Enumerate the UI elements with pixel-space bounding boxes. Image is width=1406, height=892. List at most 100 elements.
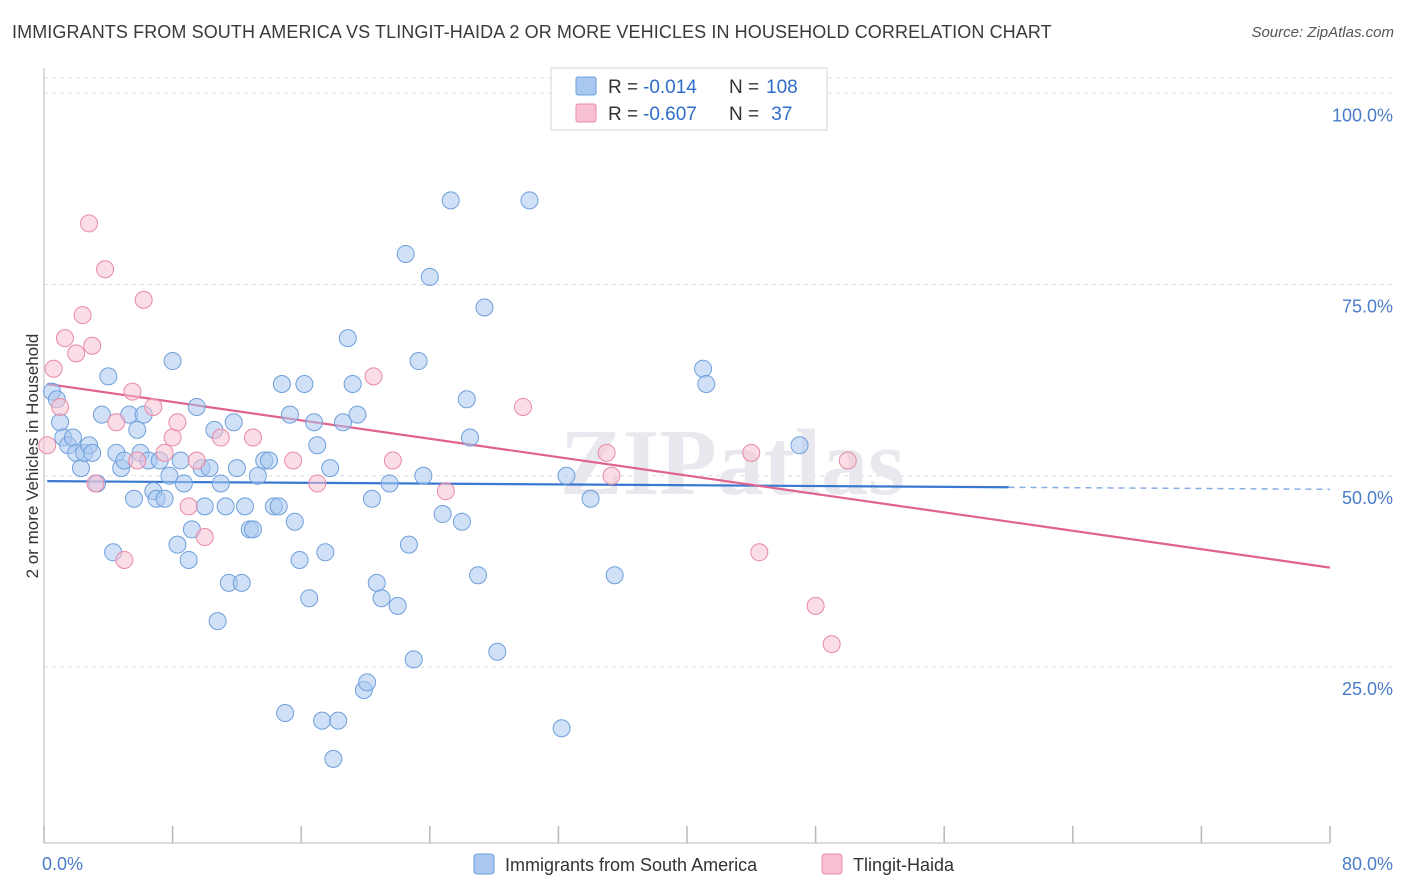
- point-tlingit-haida: [115, 550, 134, 569]
- data-points: [38, 191, 857, 768]
- trend-line-south-america: [47, 480, 1009, 489]
- point-south-america: [362, 489, 381, 508]
- point-tlingit-haida: [308, 474, 327, 493]
- point-south-america: [305, 413, 324, 432]
- point-south-america: [433, 505, 452, 524]
- point-tlingit-haida: [163, 428, 182, 447]
- point-tlingit-haida: [195, 528, 214, 546]
- point-south-america: [333, 413, 352, 432]
- point-south-america: [388, 596, 407, 615]
- point-south-america: [208, 612, 227, 631]
- point-south-america: [280, 405, 299, 424]
- point-south-america: [358, 673, 377, 692]
- point-south-america: [399, 535, 418, 554]
- point-tlingit-haida: [806, 596, 825, 615]
- point-south-america: [260, 451, 279, 470]
- point-south-america: [290, 550, 309, 569]
- point-south-america: [272, 375, 291, 393]
- point-tlingit-haida: [55, 329, 74, 348]
- trend-lines: [47, 382, 1331, 569]
- point-south-america: [697, 375, 716, 393]
- point-south-america: [128, 420, 147, 439]
- point-south-america: [469, 566, 488, 585]
- point-south-america: [195, 497, 214, 516]
- point-south-america: [308, 436, 327, 455]
- source-label: Source: ZipAtlas.com: [1251, 24, 1394, 41]
- point-south-america: [171, 451, 190, 470]
- point-south-america: [174, 474, 193, 493]
- point-south-america: [321, 459, 340, 478]
- point-south-america: [313, 711, 332, 730]
- point-south-america: [329, 711, 348, 730]
- point-south-america: [420, 267, 439, 286]
- point-tlingit-haida: [514, 397, 533, 416]
- point-south-america: [83, 443, 102, 462]
- axes: [43, 68, 1331, 844]
- point-tlingit-haida: [597, 443, 616, 462]
- point-south-america: [694, 359, 713, 378]
- legend-top: R = -0.014 N = 108 R = -0.607 N = 37: [550, 67, 828, 131]
- legend-n-value-2: 37: [766, 104, 792, 125]
- point-tlingit-haida: [179, 497, 198, 516]
- point-south-america: [441, 191, 460, 210]
- point-south-america: [343, 375, 362, 393]
- point-south-america: [227, 459, 246, 478]
- point-south-america: [224, 413, 243, 432]
- y-tick-label: 25.0%: [1342, 679, 1393, 699]
- point-south-america: [372, 589, 391, 608]
- point-tlingit-haida: [364, 367, 383, 386]
- legend-r-label-1: R =: [608, 77, 638, 98]
- point-south-america: [163, 352, 182, 371]
- y-tick-label: 50.0%: [1342, 488, 1393, 508]
- point-south-america: [179, 550, 198, 569]
- point-south-america: [295, 375, 314, 393]
- point-south-america: [790, 436, 809, 455]
- point-south-america: [581, 489, 600, 508]
- legend-bottom: Immigrants from South America Tlingit-Ha…: [473, 853, 955, 875]
- point-tlingit-haida: [284, 451, 303, 470]
- legend-swatch-2: [575, 103, 597, 123]
- point-south-america: [475, 298, 494, 317]
- legend-bottom-label-2: Tlingit-Haida: [853, 855, 955, 875]
- y-tick-label: 75.0%: [1342, 297, 1393, 317]
- point-tlingit-haida: [73, 306, 92, 325]
- point-south-america: [380, 474, 399, 493]
- legend-r-value-2: -0.607: [643, 104, 697, 125]
- point-south-america: [211, 474, 230, 493]
- point-tlingit-haida: [128, 451, 147, 470]
- point-tlingit-haida: [86, 474, 105, 493]
- point-south-america: [396, 244, 415, 263]
- point-south-america: [51, 413, 70, 432]
- point-tlingit-haida: [602, 466, 621, 485]
- point-south-america: [557, 466, 576, 485]
- point-south-america: [216, 497, 235, 516]
- point-south-america: [168, 535, 187, 554]
- x-tick-label-min: 0.0%: [42, 854, 83, 874]
- point-tlingit-haida: [822, 635, 841, 654]
- point-south-america: [404, 650, 423, 669]
- point-south-america: [63, 428, 82, 447]
- point-south-america: [248, 466, 267, 485]
- point-tlingit-haida: [96, 260, 115, 279]
- point-south-america: [520, 191, 539, 210]
- point-south-america: [92, 405, 111, 424]
- point-south-america: [276, 703, 295, 722]
- point-tlingit-haida: [838, 451, 857, 470]
- point-tlingit-haida: [83, 336, 102, 355]
- y-tick-label: 100.0%: [1332, 105, 1393, 125]
- point-south-america: [316, 543, 335, 562]
- legend-swatch-1: [575, 76, 597, 96]
- point-tlingit-haida: [155, 443, 174, 462]
- x-tick-label-max: 80.0%: [1342, 854, 1393, 874]
- point-south-america: [460, 428, 479, 447]
- point-tlingit-haida: [742, 443, 761, 462]
- point-tlingit-haida: [144, 397, 163, 416]
- point-south-america: [324, 749, 343, 768]
- point-tlingit-haida: [134, 290, 153, 309]
- point-south-america: [552, 719, 571, 738]
- tick-labels: 25.0% 50.0% 75.0% 100.0% 0.0% 80.0%: [42, 105, 1393, 874]
- point-tlingit-haida: [67, 344, 86, 363]
- point-south-america: [452, 512, 471, 531]
- point-tlingit-haida: [38, 436, 57, 455]
- point-south-america: [160, 466, 179, 485]
